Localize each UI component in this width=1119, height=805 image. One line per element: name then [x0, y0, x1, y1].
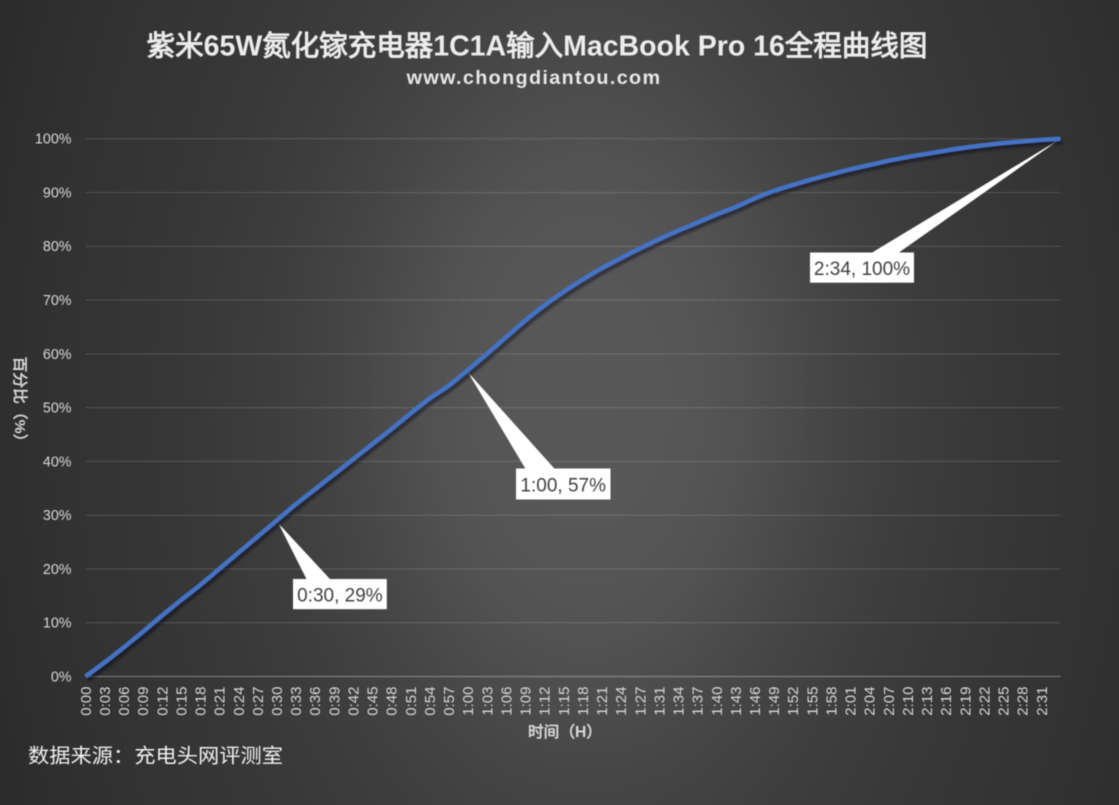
svg-text:1:31: 1:31: [651, 687, 668, 716]
svg-text:2:22: 2:22: [976, 687, 993, 716]
svg-text:1:24: 1:24: [613, 687, 630, 716]
svg-text:2:16: 2:16: [938, 687, 955, 716]
svg-text:1:12: 1:12: [537, 687, 554, 716]
svg-text:0:39: 0:39: [326, 687, 343, 716]
svg-text:2:04: 2:04: [862, 687, 879, 716]
svg-text:1:46: 1:46: [747, 687, 764, 716]
svg-text:0:42: 0:42: [346, 687, 363, 716]
svg-text:0:21: 0:21: [212, 687, 229, 716]
svg-text:2:13: 2:13: [919, 687, 936, 716]
svg-text:0:00: 0:00: [78, 687, 95, 716]
svg-text:0:33: 0:33: [288, 687, 305, 716]
svg-text:2:19: 2:19: [957, 687, 974, 716]
svg-text:0:51: 0:51: [403, 687, 420, 716]
svg-text:2:01: 2:01: [843, 687, 860, 716]
svg-text:1:37: 1:37: [690, 687, 707, 716]
svg-text:1:21: 1:21: [594, 687, 611, 716]
svg-text:10%: 10%: [43, 616, 72, 632]
svg-text:1:09: 1:09: [518, 687, 535, 716]
svg-text:0:18: 0:18: [193, 687, 210, 716]
svg-text:2:07: 2:07: [881, 687, 898, 716]
svg-text:时间（H）: 时间（H）: [528, 722, 602, 741]
svg-text:1:00: 1:00: [460, 687, 477, 716]
svg-text:1:34: 1:34: [671, 687, 688, 716]
svg-text:60%: 60%: [43, 347, 72, 363]
svg-text:90%: 90%: [43, 186, 72, 202]
svg-text:2:10: 2:10: [900, 687, 917, 716]
svg-text:1:06: 1:06: [498, 687, 515, 716]
svg-text:1:15: 1:15: [556, 687, 573, 716]
svg-text:紫米65W氮化镓充电器1C1A输入MacBook Pro 1: 紫米65W氮化镓充电器1C1A输入MacBook Pro 16全程曲线图: [147, 30, 928, 63]
svg-text:百分比（%）: 百分比（%）: [11, 357, 29, 450]
svg-text:1:43: 1:43: [728, 687, 745, 716]
svg-text:0:30, 29%: 0:30, 29%: [297, 586, 383, 607]
svg-text:0:54: 0:54: [422, 687, 439, 716]
svg-text:1:55: 1:55: [804, 687, 821, 716]
svg-text:1:40: 1:40: [709, 687, 726, 716]
svg-text:1:49: 1:49: [766, 687, 783, 716]
svg-text:www.chongdiantou.com: www.chongdiantou.com: [406, 67, 662, 89]
svg-text:0:30: 0:30: [269, 687, 286, 716]
svg-text:0:57: 0:57: [441, 687, 458, 716]
svg-text:2:31: 2:31: [1034, 687, 1051, 716]
svg-text:0%: 0%: [51, 669, 72, 685]
svg-text:20%: 20%: [43, 562, 72, 578]
svg-text:1:58: 1:58: [824, 687, 841, 716]
svg-text:30%: 30%: [43, 508, 72, 524]
svg-text:0:45: 0:45: [365, 687, 382, 716]
svg-text:0:27: 0:27: [250, 687, 267, 716]
svg-text:2:25: 2:25: [996, 687, 1013, 716]
svg-text:2:34, 100%: 2:34, 100%: [814, 259, 910, 280]
svg-text:0:03: 0:03: [97, 687, 114, 716]
svg-text:70%: 70%: [43, 293, 72, 309]
svg-text:0:12: 0:12: [154, 687, 171, 716]
svg-text:2:28: 2:28: [1015, 687, 1032, 716]
svg-text:0:24: 0:24: [231, 687, 248, 716]
svg-text:50%: 50%: [43, 401, 72, 417]
svg-text:80%: 80%: [43, 239, 72, 255]
svg-text:1:18: 1:18: [575, 687, 592, 716]
svg-text:数据来源：充电头网评测室: 数据来源：充电头网评测室: [28, 745, 283, 768]
svg-text:0:36: 0:36: [307, 687, 324, 716]
svg-text:1:03: 1:03: [479, 687, 496, 716]
svg-text:1:52: 1:52: [785, 687, 802, 716]
svg-text:1:00, 57%: 1:00, 57%: [520, 476, 606, 497]
svg-text:1:27: 1:27: [632, 687, 649, 716]
svg-text:0:06: 0:06: [116, 687, 133, 716]
svg-text:100%: 100%: [35, 132, 72, 148]
svg-text:40%: 40%: [43, 454, 72, 470]
svg-text:0:09: 0:09: [135, 687, 152, 716]
svg-text:0:48: 0:48: [384, 687, 401, 716]
svg-text:0:15: 0:15: [173, 687, 190, 716]
